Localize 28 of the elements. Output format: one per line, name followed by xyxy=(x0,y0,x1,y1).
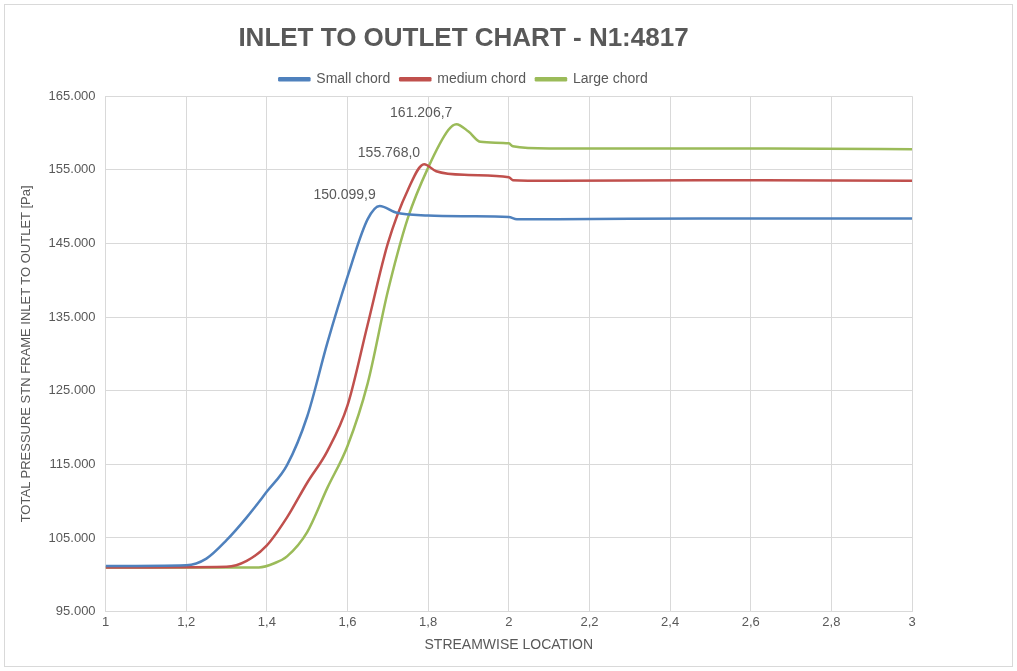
x-tick-label: 1,8 xyxy=(419,613,438,629)
y-tick-label: 145.000 xyxy=(48,235,96,251)
legend-label: Large chord xyxy=(572,70,648,87)
y-tick-label: 95.000 xyxy=(55,603,96,619)
y-tick-label: 125.000 xyxy=(48,382,96,398)
annotation: 161.206,7 xyxy=(390,103,453,120)
x-tick-label: 3 xyxy=(908,613,916,629)
y-tick-label: 165.000 xyxy=(48,87,96,103)
legend-label: medium chord xyxy=(437,70,526,87)
x-tick-label: 2,8 xyxy=(822,613,841,629)
chart-title: INLET TO OUTLET CHART - N1:4817 xyxy=(238,21,689,52)
x-tick-label: 2,6 xyxy=(741,613,760,629)
y-tick-label: 115.000 xyxy=(49,455,96,471)
x-axis-title: STREAMWISE LOCATION xyxy=(424,636,594,653)
x-tick-label: 2,2 xyxy=(580,613,599,629)
x-tick-label: 1,4 xyxy=(257,613,276,629)
x-tick-label: 1 xyxy=(101,613,110,629)
annotation: 155.768,0 xyxy=(357,144,421,161)
x-tick-label: 2 xyxy=(505,613,513,629)
x-tick-label: 2,4 xyxy=(661,613,680,629)
x-tick-label: 1,6 xyxy=(338,613,357,629)
legend-label: Small chord xyxy=(316,70,391,87)
y-tick-label: 135.000 xyxy=(48,308,96,324)
y-axis-title: TOTAL PRESSURE STN FRAME INLET TO OUTLET [Pa] xyxy=(18,185,34,523)
x-tick-label: 1,2 xyxy=(177,613,196,629)
y-tick-label: 105.000 xyxy=(48,529,96,545)
y-tick-label: 155.000 xyxy=(48,161,96,177)
annotation: 150.099,9 xyxy=(313,185,376,202)
